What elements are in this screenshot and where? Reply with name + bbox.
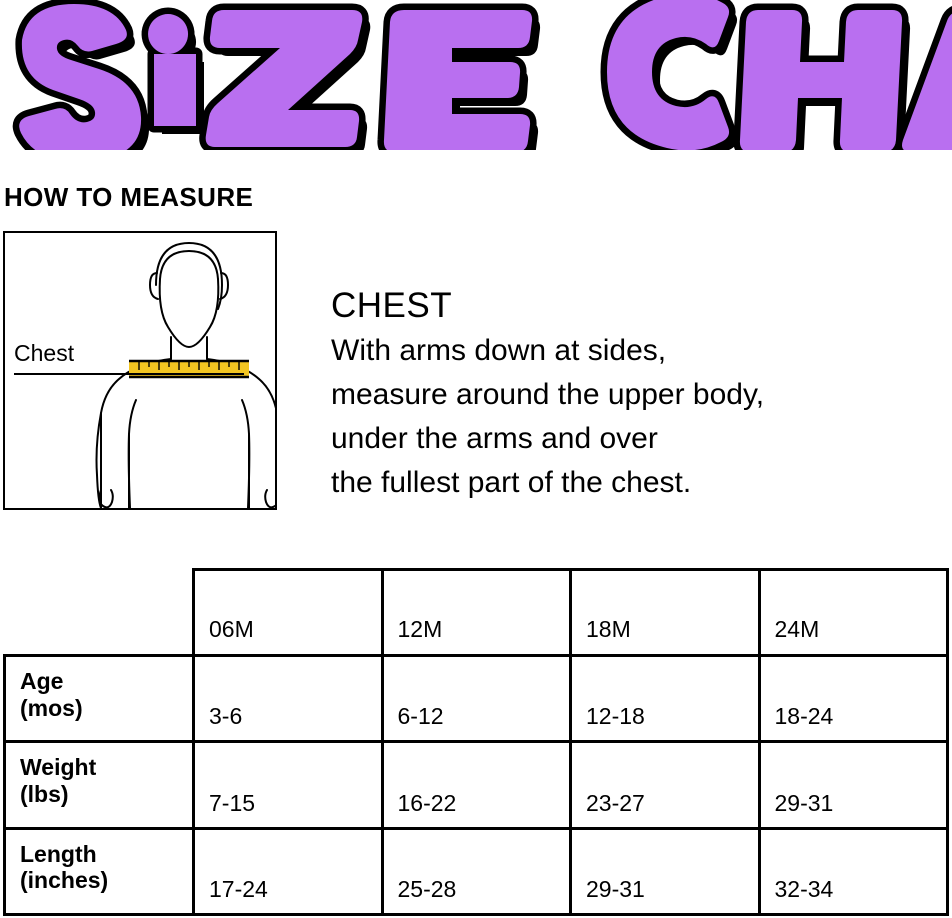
- row-header-age-line-1: Age: [20, 668, 64, 694]
- chest-description-block: CHEST With arms down at sides, measure a…: [331, 286, 946, 505]
- chest-instructions-line-2: measure around the upper body,: [331, 377, 765, 411]
- page-title-banner: SIZE CHART: [0, 0, 952, 150]
- cell-length-18m: 29-31: [569, 826, 761, 917]
- chest-instructions: With arms down at sides, measure around …: [331, 329, 946, 505]
- cell-weight-24m: 29-31: [757, 740, 949, 830]
- row-header-age: Age (mos): [3, 653, 195, 744]
- chest-heading: CHEST: [331, 286, 453, 325]
- column-header-18m: 18M: [569, 568, 761, 657]
- column-header-06m: 06M: [192, 568, 384, 657]
- table-row: Weight (lbs) 7-15 16-22 23-27 29-31: [3, 740, 949, 830]
- row-header-age-line-2: (mos): [20, 694, 83, 721]
- row-header-length-line-2: (inches): [20, 867, 109, 894]
- cell-length-06m: 17-24: [192, 826, 384, 917]
- cell-weight-18m: 23-27: [569, 740, 761, 830]
- cell-age-12m: 6-12: [380, 653, 572, 744]
- measurement-illustration-frame: front view line drawing of a torso with …: [3, 231, 277, 510]
- size-table: 06M 12M 18M 24M Age (mos) 3-6 6-12 12-18…: [3, 568, 949, 917]
- table-header-row: 06M 12M 18M 24M: [5, 568, 949, 657]
- row-header-length-line-1: Length: [20, 840, 97, 867]
- column-header-12m: 12M: [380, 568, 572, 657]
- chest-instructions-line-3: under the arms and over: [331, 421, 658, 455]
- cell-length-24m: 32-34: [757, 826, 949, 917]
- chest-instructions-line-4: the fullest part of the chest.: [331, 466, 692, 500]
- how-to-measure-heading: HOW TO MEASURE: [4, 182, 254, 212]
- chest-callout: Chest: [0, 340, 260, 384]
- column-header-24m: 24M: [757, 568, 949, 657]
- table-corner-cell: [5, 570, 194, 656]
- row-header-weight-line-2: (lbs): [20, 781, 69, 807]
- table-row: Age (mos) 3-6 6-12 12-18 18-24: [3, 653, 949, 744]
- size-chart-title-art: SIZE CHART: [12, 0, 952, 150]
- row-header-length: Length (inches): [3, 826, 195, 917]
- chest-callout-label: Chest: [14, 340, 75, 366]
- row-header-weight: Weight (lbs): [3, 740, 195, 830]
- cell-age-24m: 18-24: [757, 653, 949, 744]
- chest-instructions-line-1: With arms down at sides,: [331, 333, 667, 367]
- cell-weight-12m: 16-22: [380, 740, 572, 830]
- cell-weight-06m: 7-15: [192, 740, 384, 830]
- chest-leader-line: [14, 373, 244, 375]
- title-letters: [12, 0, 952, 150]
- cell-length-12m: 25-28: [380, 826, 572, 917]
- cell-age-18m: 12-18: [569, 653, 761, 744]
- table-row: Length (inches) 17-24 25-28 29-31 32-34: [3, 826, 949, 917]
- cell-age-06m: 3-6: [192, 653, 384, 744]
- row-header-weight-line-1: Weight: [20, 754, 97, 781]
